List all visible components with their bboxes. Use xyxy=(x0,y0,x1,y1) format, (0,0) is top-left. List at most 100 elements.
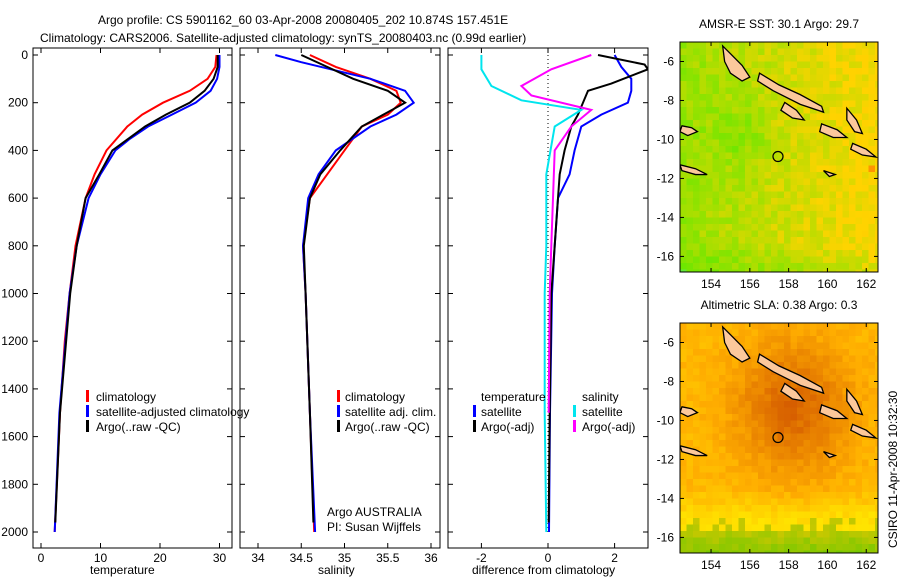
heatmap-cell xyxy=(810,81,817,88)
heatmap-cell xyxy=(732,211,739,218)
heatmap-cell xyxy=(777,381,785,389)
y-tick-label: -14 xyxy=(657,210,675,224)
heatmap-cell xyxy=(745,230,752,238)
heatmap-cell xyxy=(745,120,752,127)
heatmap-cell xyxy=(829,349,837,356)
heatmap-cell xyxy=(738,211,746,218)
heatmap-cell xyxy=(771,100,778,108)
heatmap-cell xyxy=(693,323,700,330)
heatmap-cell xyxy=(797,550,804,553)
heatmap-cell xyxy=(816,329,824,337)
heatmap-cell xyxy=(693,472,700,480)
heatmap-cell xyxy=(810,537,817,545)
heatmap-cell xyxy=(758,152,765,160)
heatmap-cell xyxy=(686,237,694,244)
heatmap-cell xyxy=(706,74,713,82)
heatmap-cell xyxy=(777,485,785,493)
heatmap-cell xyxy=(790,159,798,166)
heatmap-cell xyxy=(758,394,765,402)
heatmap-cell xyxy=(803,42,811,49)
heatmap-cell xyxy=(849,250,856,257)
heatmap-cell xyxy=(790,453,798,460)
heatmap-cell xyxy=(862,230,869,238)
heatmap-cell xyxy=(790,74,798,82)
heatmap-cell xyxy=(751,537,759,545)
heatmap-cell xyxy=(855,250,863,257)
heatmap-cell xyxy=(745,414,752,421)
heatmap-cell xyxy=(816,394,824,402)
heatmap-cell xyxy=(829,87,837,95)
heatmap-cell xyxy=(764,440,772,447)
heatmap-cell xyxy=(725,172,733,179)
heatmap-cell xyxy=(719,120,726,127)
heatmap-cell xyxy=(803,368,811,376)
heatmap-cell xyxy=(680,243,687,251)
heatmap-cell xyxy=(693,48,700,56)
heatmap-cell xyxy=(803,518,811,525)
heatmap-cell xyxy=(725,550,733,553)
heatmap-cell xyxy=(693,394,700,402)
heatmap-cell xyxy=(706,440,713,447)
heatmap-cell xyxy=(686,68,694,75)
legend-swatch-argo xyxy=(337,420,340,432)
heatmap-cell xyxy=(777,133,785,140)
heatmap-cell xyxy=(712,269,720,272)
heatmap-cell xyxy=(751,505,759,512)
heatmap-cell xyxy=(686,230,694,238)
heatmap-cell xyxy=(706,81,713,88)
heatmap-cell xyxy=(758,485,765,493)
heatmap-cell xyxy=(784,191,791,199)
heatmap-cell xyxy=(751,414,759,421)
heatmap-cell xyxy=(849,414,856,421)
heatmap-cell xyxy=(855,414,863,421)
heatmap-cell xyxy=(732,479,739,486)
heatmap-cell xyxy=(699,237,707,244)
heatmap-cell xyxy=(784,113,791,121)
heatmap-cell xyxy=(868,401,876,408)
heatmap-cell xyxy=(745,68,752,75)
heatmap-cell xyxy=(823,498,830,506)
heatmap-cell xyxy=(699,518,707,525)
heatmap-cell xyxy=(849,355,856,363)
heatmap-cell xyxy=(849,323,856,330)
heatmap-cell xyxy=(836,485,843,493)
heatmap-cell xyxy=(699,427,707,434)
heatmap-cell xyxy=(764,224,772,231)
heatmap-cell xyxy=(771,178,778,186)
heatmap-cell xyxy=(764,492,772,499)
heatmap-cell xyxy=(868,485,876,493)
heatmap-cell xyxy=(771,146,778,153)
heatmap-cell xyxy=(842,48,850,56)
heatmap-cell xyxy=(712,537,720,545)
heatmap-cell xyxy=(836,381,843,389)
heatmap-cell xyxy=(810,544,817,551)
heatmap-cell xyxy=(823,414,830,421)
heatmap-cell xyxy=(751,42,759,49)
heatmap-cell xyxy=(875,550,878,553)
heatmap-cell xyxy=(719,68,726,75)
heatmap-cell xyxy=(855,55,863,62)
heatmap-cell xyxy=(875,485,878,493)
difference-legend: temperature salinity satellite Argo(-adj… xyxy=(473,390,635,434)
heatmap-cell xyxy=(699,459,707,467)
heatmap-cell xyxy=(706,550,713,553)
heatmap-cell xyxy=(706,388,713,395)
heatmap-cell xyxy=(810,459,817,467)
heatmap-cell xyxy=(823,68,830,75)
heatmap-cell xyxy=(842,74,850,82)
heatmap-cell xyxy=(686,250,694,257)
heatmap-cell xyxy=(849,349,856,356)
heatmap-cell xyxy=(764,544,772,551)
axes-frame xyxy=(239,47,441,549)
heatmap-cell xyxy=(680,524,687,532)
heatmap-cell xyxy=(862,250,869,257)
heatmap-cell xyxy=(790,349,798,356)
heatmap-cell xyxy=(751,146,759,153)
heatmap-cell xyxy=(836,204,843,212)
heatmap-cell xyxy=(738,250,746,257)
heatmap-cell xyxy=(745,159,752,166)
heatmap-cell xyxy=(758,55,765,62)
heatmap-cell xyxy=(862,388,869,395)
heatmap-cell xyxy=(875,388,878,395)
heatmap-cell xyxy=(764,388,772,395)
